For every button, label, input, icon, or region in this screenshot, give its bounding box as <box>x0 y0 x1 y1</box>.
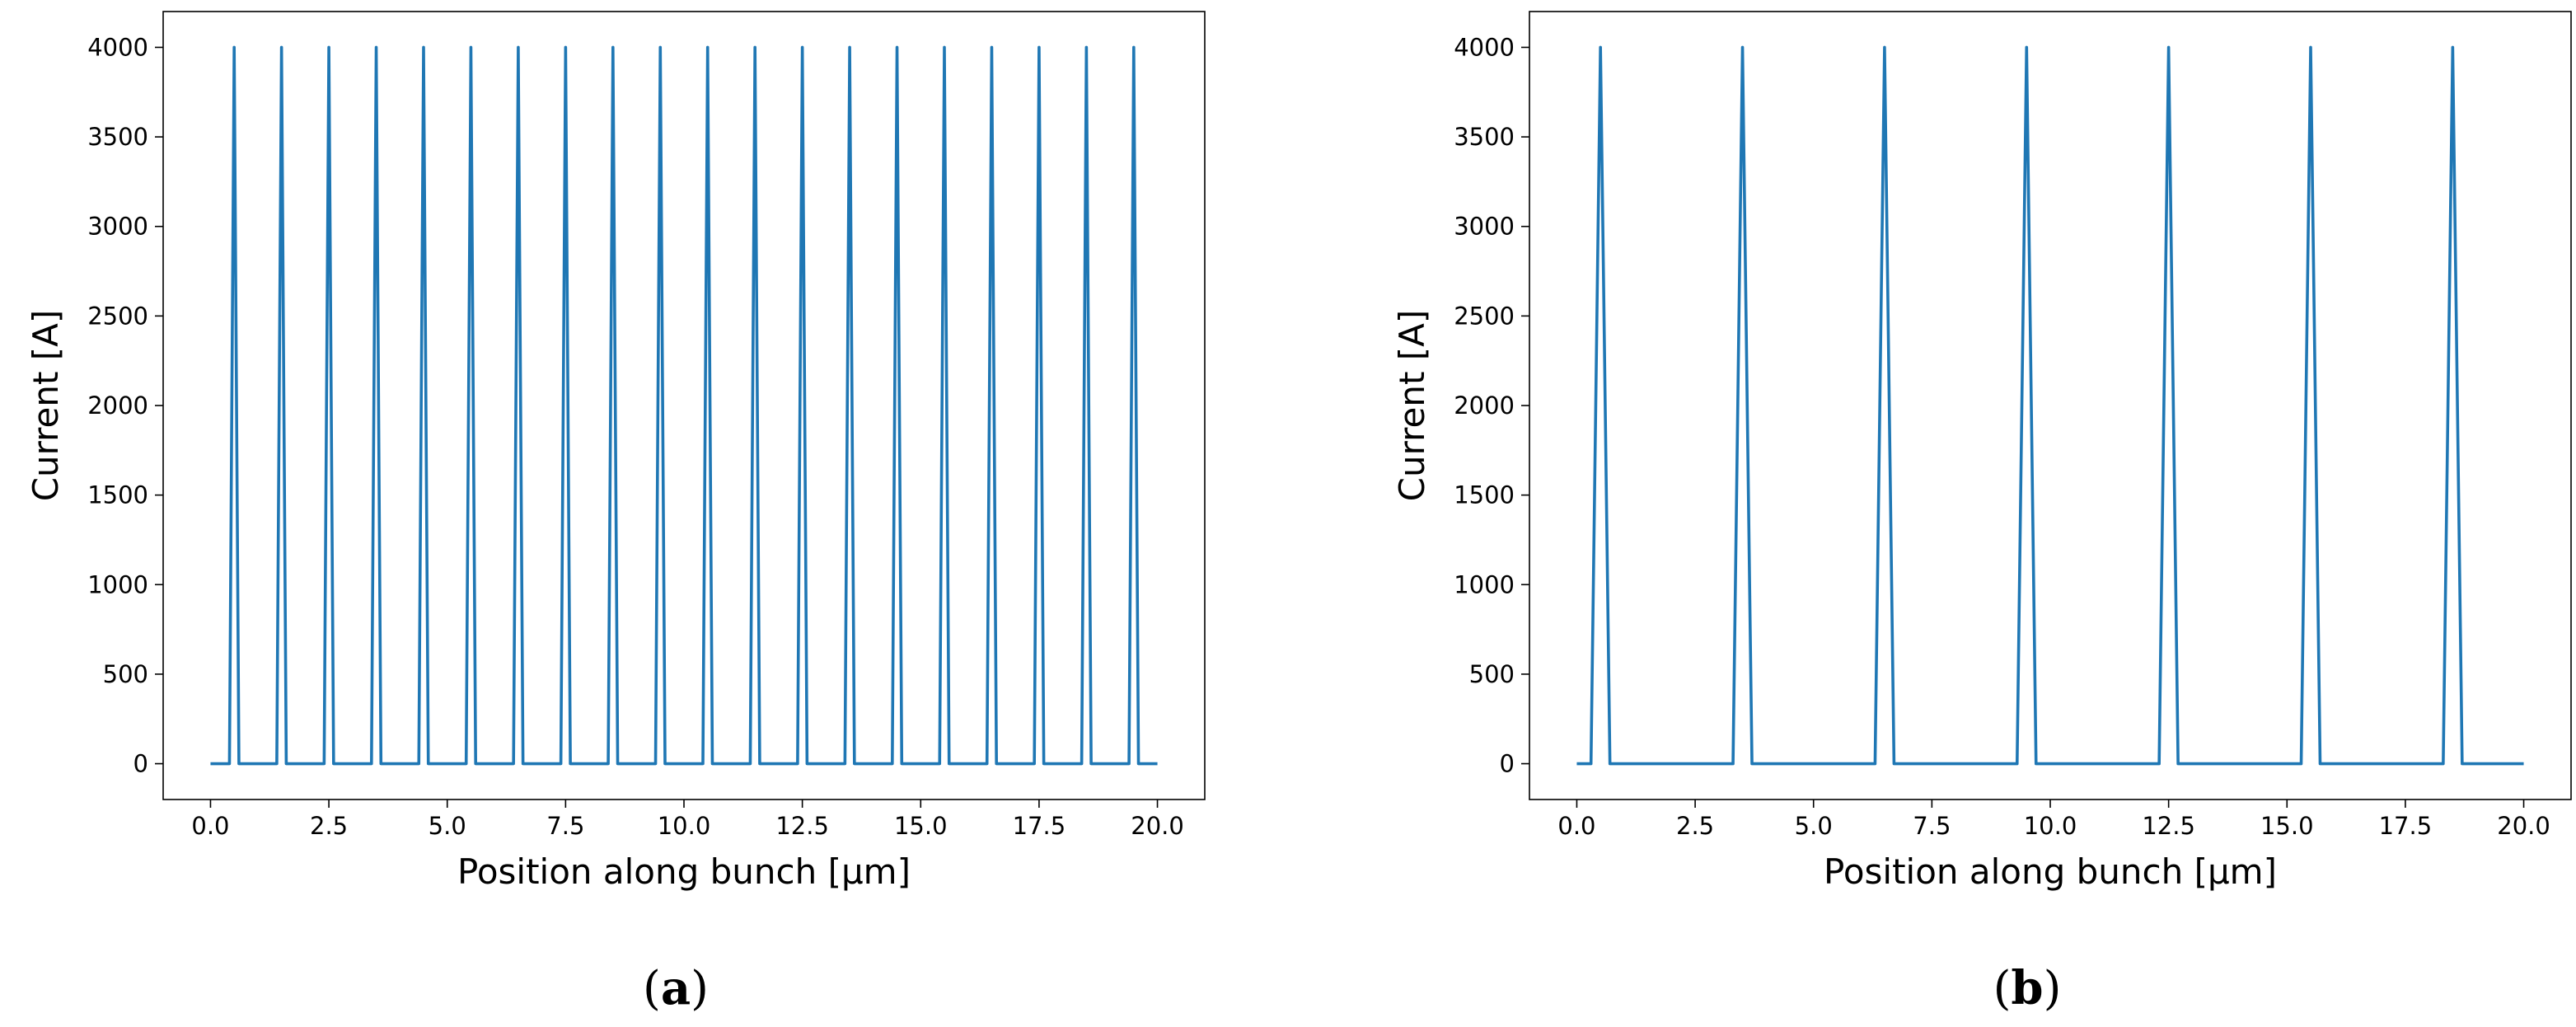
plot-frame <box>162 11 1206 800</box>
x-tick-label: 7.5 <box>546 812 584 840</box>
y-tick-label: 1500 <box>1454 481 1515 509</box>
series-line <box>209 45 1159 766</box>
x-tick-label: 0.0 <box>1557 812 1595 840</box>
panel-caption: (a) <box>643 961 709 1015</box>
panel-caption: (b) <box>1993 961 2062 1015</box>
y-tick-label: 1000 <box>87 570 148 598</box>
x-tick-label: 0.0 <box>191 812 229 840</box>
y-tick-label: 3000 <box>87 213 148 241</box>
x-tick-label: 5.0 <box>1795 812 1833 840</box>
y-tick-label: 500 <box>103 660 148 688</box>
x-tick-label: 15.0 <box>894 812 948 840</box>
x-tick-label: 2.5 <box>310 812 348 840</box>
y-tick-label: 2000 <box>87 392 148 420</box>
y-tick-label: 0 <box>1500 750 1515 778</box>
y-tick-label: 0 <box>133 750 148 778</box>
chart-panel-a: 0.0 2.5 5.0 7.5 10.0 12.5 15.0 17.5 20.0 0 500 1000… <box>26 11 1206 1015</box>
y-tick-label: 500 <box>1469 660 1515 688</box>
y-tick-label: 3000 <box>1454 213 1515 241</box>
y-tick-label: 2500 <box>87 302 148 330</box>
y-tick-label: 4000 <box>87 33 148 61</box>
panel-caption-letter: a <box>661 961 691 1015</box>
x-tick-label: 12.5 <box>775 812 829 840</box>
y-tick-label: 1000 <box>1454 570 1515 598</box>
x-tick-label: 20.0 <box>2497 812 2550 840</box>
y-tick-label: 3500 <box>87 123 148 151</box>
x-tick-label: 2.5 <box>1676 812 1714 840</box>
x-tick-label: 17.5 <box>1013 812 1066 840</box>
series-line <box>1576 45 2525 766</box>
y-tick-label: 3500 <box>1454 123 1515 151</box>
y-tick-label: 2000 <box>1454 392 1515 420</box>
x-tick-label: 15.0 <box>2260 812 2314 840</box>
x-axis-label: Position along bunch [μm] <box>457 851 911 892</box>
x-tick-label: 10.0 <box>658 812 711 840</box>
x-axis-label: Position along bunch [μm] <box>1824 851 2277 892</box>
x-tick-label: 12.5 <box>2142 812 2195 840</box>
y-tick-label: 1500 <box>87 481 148 509</box>
chart-panel-b: 0.0 2.5 5.0 7.5 10.0 12.5 15.0 17.5 20.0 0 500 1000… <box>1392 11 2572 1015</box>
x-tick-label: 10.0 <box>2024 812 2077 840</box>
x-tick-label: 5.0 <box>429 812 466 840</box>
y-tick-label: 4000 <box>1454 33 1515 61</box>
y-tick-label: 2500 <box>1454 302 1515 330</box>
x-tick-label: 20.0 <box>1131 812 1184 840</box>
y-axis-label: Current [A] <box>26 310 66 502</box>
panel-caption-letter: b <box>2011 961 2043 1015</box>
x-tick-label: 7.5 <box>1913 812 1951 840</box>
x-tick-label: 17.5 <box>2379 812 2433 840</box>
y-axis-label: Current [A] <box>1392 310 1432 502</box>
plot-frame <box>1529 11 2572 800</box>
